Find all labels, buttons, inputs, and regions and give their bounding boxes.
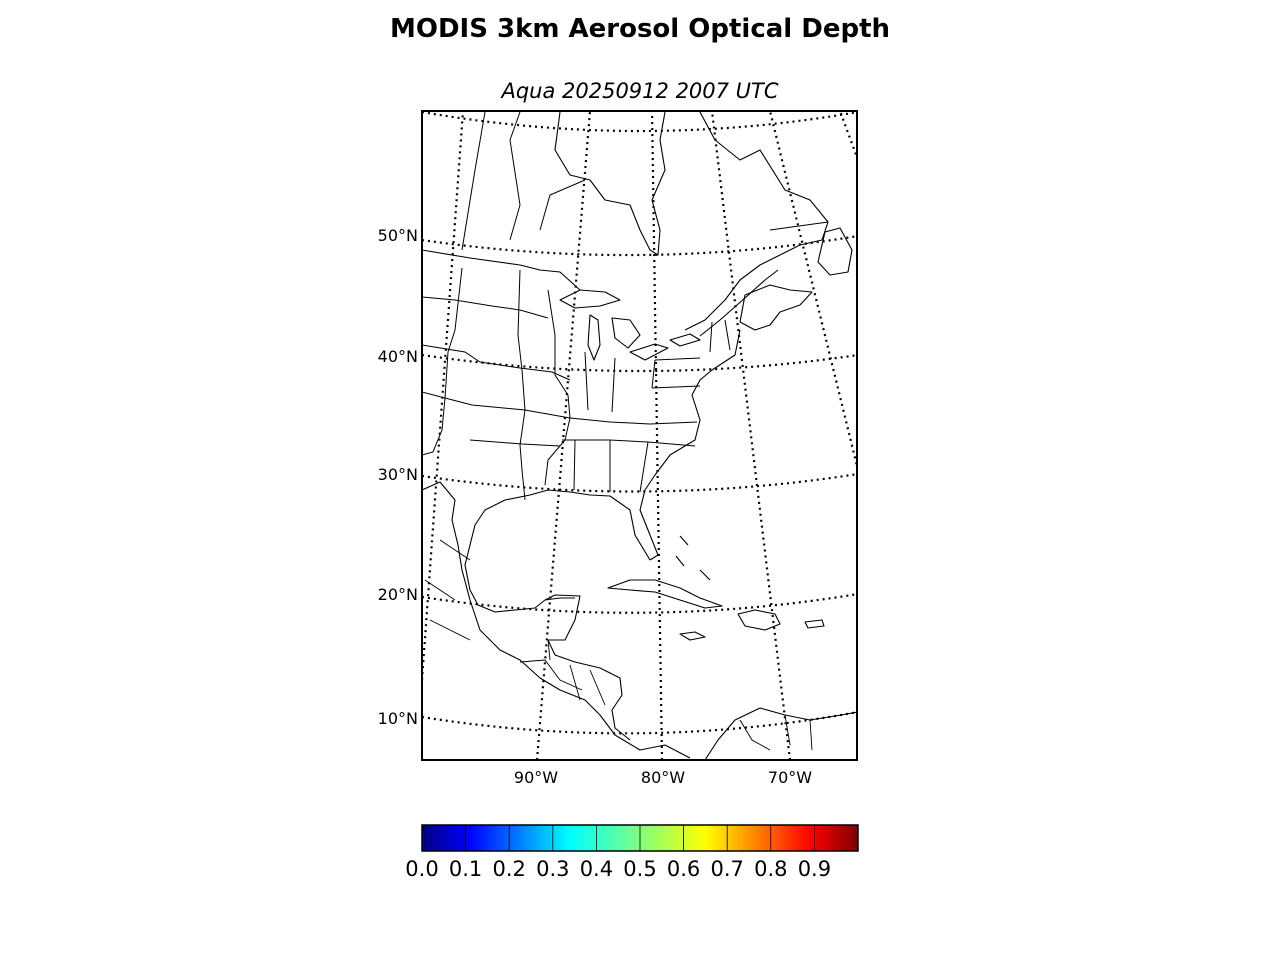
colorbar-tick-label: 0.5 [623,857,656,881]
lat-label-30n: 30°N [378,465,418,484]
us-east-coast [639,329,741,561]
lake-ontario [669,333,701,347]
parallel-40n [422,353,857,373]
parallels [422,111,857,735]
lat-label-50n: 50°N [378,226,418,245]
lat-label-40n: 40°N [378,347,418,366]
hudson-bay-coast [554,111,666,256]
south-america-coast [704,707,857,760]
chart-subtitle: Aqua 20250912 2007 UTC [501,79,779,103]
parallel-30n [422,473,857,493]
state-borders [422,111,829,501]
gulf-coast [464,489,651,641]
yucatan [544,597,575,601]
lake-superior [559,289,621,309]
labrador-coast [684,111,829,331]
meridian-90w [535,111,592,760]
colorbar-tick-label: 0.3 [536,857,569,881]
meridian-70w [710,111,792,760]
colorbar-tick-label: 0.6 [667,857,700,881]
colorbar-tick-label: 0.4 [580,857,613,881]
meridian-80w [650,111,664,760]
meridians [422,111,857,760]
hispaniola [737,609,781,631]
colorbar-tick-label: 0.8 [754,857,787,881]
meridian-100w [422,111,465,681]
lat-label-10n: 10°N [378,709,418,728]
map-frame [421,110,858,761]
cuba [607,579,723,609]
country-borders [424,539,813,751]
colorbar-tick-label: 0.7 [710,857,743,881]
latitude-labels: 50°N 40°N 30°N 20°N 10°N [378,226,418,728]
coastlines [422,111,857,760]
us-canada-border [422,249,581,291]
lat-label-20n: 20°N [378,585,418,604]
meridian-50w [838,111,857,161]
colorbar-tick-label: 0.1 [449,857,482,881]
lake-huron [611,317,641,349]
colorbar-tick-label: 0.0 [405,857,438,881]
colorbar: 0.0 0.1 0.2 0.3 0.4 0.5 0.6 0.7 0.8 0.9 [405,824,859,881]
colorbar-tick-label: 0.2 [492,857,525,881]
st-lawrence [699,269,779,337]
parallel-50n [422,235,857,257]
bahamas [675,535,711,581]
newfoundland [817,227,853,276]
mexico-west [422,481,691,759]
jamaica [679,631,706,641]
colorbar-tick-label: 0.9 [798,857,831,881]
longitude-labels: 90°W 80°W 70°W [514,768,812,787]
meridian-60w [768,111,857,471]
lake-erie [629,343,669,361]
lon-label-90w: 90°W [514,768,558,787]
parallel-10n [422,711,857,735]
chart-title: MODIS 3km Aerosol Optical Depth [389,14,891,44]
colorbar-frame [421,824,859,852]
lake-michigan [587,314,601,361]
map-content [422,111,857,760]
puerto-rico [804,619,825,629]
colorbar-tick-labels: 0.0 0.1 0.2 0.3 0.4 0.5 0.6 0.7 0.8 0.9 [405,857,831,881]
central-america [547,639,631,741]
lon-label-80w: 80°W [641,768,685,787]
lon-label-70w: 70°W [768,768,812,787]
parallel-60n [422,111,857,133]
parallel-20n [422,593,857,614]
maritimes [739,284,813,331]
